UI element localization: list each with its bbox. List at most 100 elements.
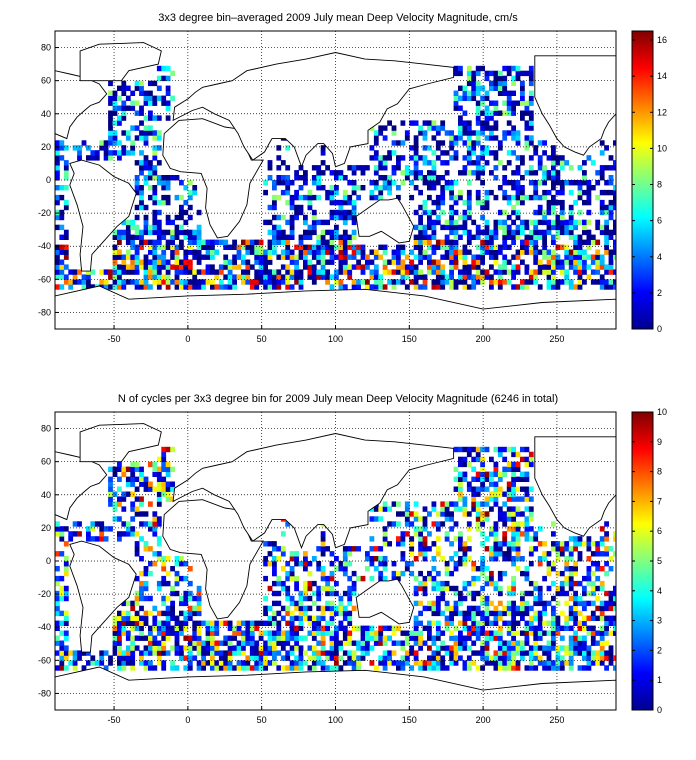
bin-cell xyxy=(608,645,614,651)
bin-cell xyxy=(249,249,255,255)
bin-cell xyxy=(542,180,547,186)
bin-cell xyxy=(546,229,552,236)
bin-cell xyxy=(125,466,131,472)
bin-cell xyxy=(156,471,162,477)
bin-cell xyxy=(285,185,291,191)
bin-cell xyxy=(139,189,144,196)
bin-cell xyxy=(227,660,233,666)
bin-cell xyxy=(382,165,388,171)
bin-cell xyxy=(577,551,583,557)
bin-cell xyxy=(303,660,308,666)
bin-cell xyxy=(590,660,596,666)
bin-cell xyxy=(427,194,432,201)
bin-cell xyxy=(511,269,516,275)
bin-cell xyxy=(511,451,516,458)
bin-cell xyxy=(524,521,530,527)
bin-cell xyxy=(489,279,494,285)
bin-cell xyxy=(511,150,516,156)
bin-cell xyxy=(608,229,614,236)
bin-cell xyxy=(453,600,459,607)
bin-cell xyxy=(502,80,508,87)
bin-cell xyxy=(152,516,158,522)
bin-cell xyxy=(475,486,481,492)
bin-cell xyxy=(431,521,437,527)
bin-cell xyxy=(466,120,472,126)
bin-cell xyxy=(134,254,140,260)
bin-cell xyxy=(347,546,353,552)
bin-cell xyxy=(427,655,432,661)
bin-cell xyxy=(462,155,468,161)
bin-cell xyxy=(471,95,477,101)
bin-cell xyxy=(276,580,282,587)
bin-cell xyxy=(404,269,410,275)
bin-cell xyxy=(143,546,149,552)
bin-cell xyxy=(586,536,592,542)
bin-cell xyxy=(316,630,322,636)
bin-cell xyxy=(365,165,370,171)
bin-cell xyxy=(307,630,313,636)
bin-cell xyxy=(165,461,171,468)
bin-cell xyxy=(528,645,534,651)
bin-cell xyxy=(156,580,162,587)
bin-cell xyxy=(613,615,616,621)
bin-cell xyxy=(227,264,233,270)
bin-cell xyxy=(134,214,140,221)
bin-cell xyxy=(458,224,463,231)
bin-cell xyxy=(440,640,446,646)
bin-cell xyxy=(316,180,322,186)
bin-cell xyxy=(520,110,525,116)
bin-cell xyxy=(458,546,463,552)
bin-cell xyxy=(59,194,65,201)
bin-cell xyxy=(537,284,543,290)
bin-cell xyxy=(577,209,583,216)
bin-cell xyxy=(311,660,317,666)
bin-cell xyxy=(524,125,530,131)
bin-cell xyxy=(542,254,547,260)
bin-cell xyxy=(453,199,459,206)
bin-cell xyxy=(342,239,348,245)
x-tick-label: 200 xyxy=(476,334,491,344)
bin-cell xyxy=(471,476,477,482)
bin-cell xyxy=(280,615,286,621)
bin-cell xyxy=(404,655,410,661)
bin-cell xyxy=(196,665,202,671)
bin-cell xyxy=(152,80,158,87)
bin-cell xyxy=(546,570,552,577)
bin-cell xyxy=(130,461,136,468)
bin-cell xyxy=(86,650,91,656)
x-tick-label: -50 xyxy=(108,715,121,725)
bin-cell xyxy=(533,279,539,285)
bin-cell xyxy=(413,140,419,146)
bin-cell xyxy=(444,234,450,240)
bin-cell xyxy=(320,551,326,557)
bin-cell xyxy=(325,546,330,552)
bin-cell xyxy=(165,194,171,201)
bin-cell xyxy=(458,496,463,502)
bin-cell xyxy=(506,194,512,201)
bin-cell xyxy=(462,446,468,453)
bin-cell xyxy=(156,279,162,285)
bin-cell xyxy=(528,620,534,626)
bin-cell xyxy=(63,561,69,567)
bin-cell xyxy=(528,546,534,552)
bin-cell xyxy=(373,269,379,275)
bin-cell xyxy=(511,536,516,542)
bin-cell xyxy=(551,605,556,612)
bin-cell xyxy=(471,219,477,226)
bin-cell xyxy=(369,625,375,631)
bin-cell xyxy=(462,506,468,512)
bin-cell xyxy=(329,630,335,636)
bin-cell xyxy=(356,165,361,171)
bin-cell xyxy=(413,585,419,592)
bin-cell xyxy=(524,570,530,577)
bin-cell xyxy=(466,145,472,151)
bin-cell xyxy=(267,585,273,592)
bin-cell xyxy=(604,284,609,290)
bin-cell xyxy=(466,160,472,166)
bin-cell xyxy=(272,650,277,656)
bin-cell xyxy=(316,585,322,592)
bin-cell xyxy=(537,610,543,617)
bin-cell xyxy=(143,665,149,671)
bin-cell xyxy=(325,665,330,671)
